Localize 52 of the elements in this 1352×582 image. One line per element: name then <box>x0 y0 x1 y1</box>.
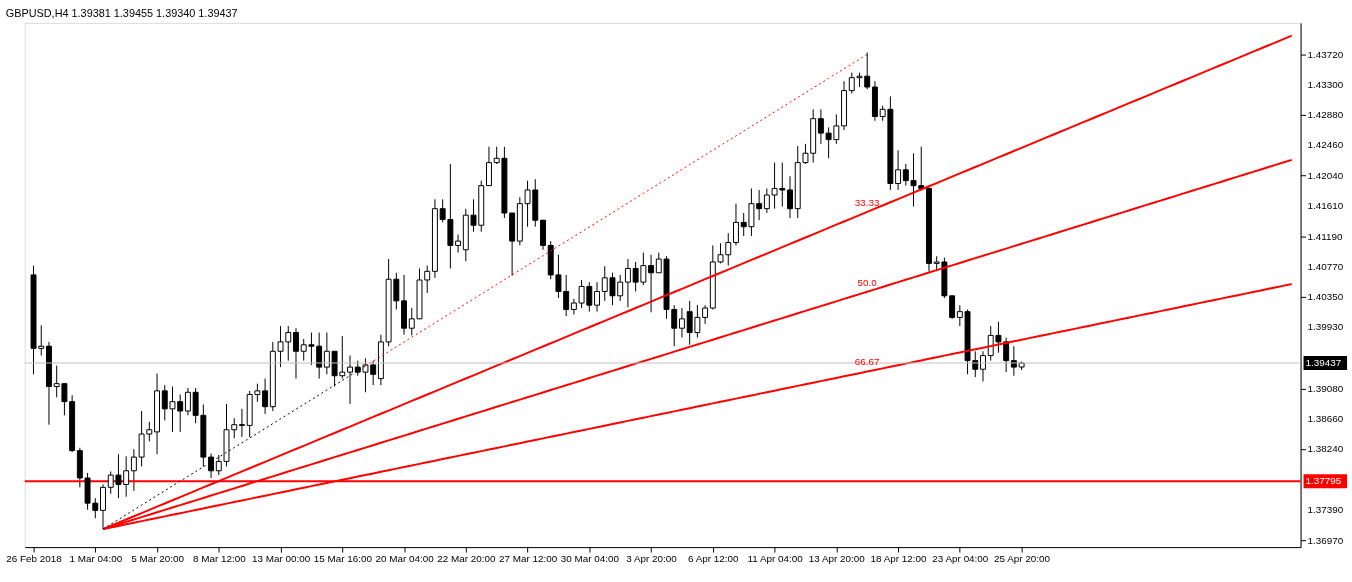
x-tick-label: 8 Mar 12:00 <box>192 553 247 565</box>
x-tick-label: 5 Mar 20:00 <box>131 553 185 565</box>
annotation: 33.33 <box>854 196 881 208</box>
annotation: 50.0 <box>857 276 878 288</box>
y-tick-label: 1.38240 <box>1307 443 1344 455</box>
candlestick <box>895 149 902 191</box>
candlestick <box>787 175 793 219</box>
x-tick-label: 3 Apr 20:00 <box>626 553 678 565</box>
candlestick <box>678 307 685 339</box>
y-tick-label: 1.43300 <box>1307 78 1344 90</box>
y-tick-label: 1.41190 <box>1307 230 1343 242</box>
y-tick-label: 1.39930 <box>1307 321 1344 333</box>
candlestick <box>733 203 739 246</box>
y-tick-label: 1.42040 <box>1307 169 1344 181</box>
x-tick-label: 13 Apr 20:00 <box>808 553 866 565</box>
x-tick-label: 1 Mar 04:00 <box>69 553 123 565</box>
candlestick <box>208 453 215 479</box>
x-tick-label: 11 Apr 04:00 <box>747 553 804 565</box>
x-tick-label: 18 Apr 12:00 <box>870 553 928 565</box>
candlestick <box>594 281 601 313</box>
candlestick <box>455 234 462 254</box>
candlestick <box>293 327 299 380</box>
x-tick-label: 15 Mar 16:00 <box>313 553 373 565</box>
chart-title: GBPUSD,H4 1.39381 1.39455 1.39340 1.39437 <box>5 6 238 19</box>
y-tick-label: 1.42880 <box>1307 109 1344 121</box>
x-tick-label: 13 Mar 00:00 <box>251 553 311 565</box>
y-tick-label: 1.39080 <box>1307 382 1344 394</box>
candlestick <box>184 387 191 416</box>
y-tick-label: 1.36970 <box>1307 534 1344 546</box>
candlestick <box>624 258 631 308</box>
x-tick-label: 6 Apr 12:00 <box>688 553 740 565</box>
y-tick-label: 1.37390 <box>1307 504 1344 516</box>
candlestick <box>238 408 245 438</box>
y-tick-label: 1.43720 <box>1307 48 1344 60</box>
y-tick-label: 1.40350 <box>1307 291 1344 303</box>
y-tick-label: 1.38660 <box>1307 412 1344 424</box>
y-tick-label: 1.41610 <box>1307 200 1344 212</box>
annotation: 66.67 <box>854 356 880 368</box>
y-tick-label: 1.42460 <box>1307 139 1344 151</box>
ref-line-label: 1.37795 <box>1305 475 1342 487</box>
candlestick <box>980 350 986 382</box>
ref-line-label: 1.39437 <box>1305 356 1342 368</box>
candlestick <box>648 254 655 313</box>
x-tick-label: 27 Mar 12:00 <box>498 553 558 565</box>
x-tick-label: 25 Apr 20:00 <box>994 553 1051 565</box>
x-tick-label: 20 Mar 04:00 <box>375 553 435 565</box>
y-tick-label: 1.40770 <box>1307 260 1344 272</box>
x-tick-label: 26 Feb 2018 <box>6 553 63 565</box>
x-tick-label: 30 Mar 04:00 <box>560 553 620 565</box>
x-tick-label: 23 Apr 04:00 <box>932 553 989 565</box>
x-tick-label: 22 Mar 20:00 <box>437 553 496 565</box>
candlestick <box>485 146 492 187</box>
